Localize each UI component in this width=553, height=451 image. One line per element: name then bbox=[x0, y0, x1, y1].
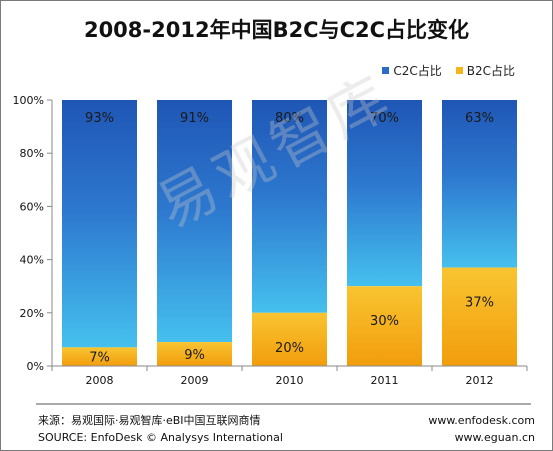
legend-label-b2c: B2C占比 bbox=[466, 64, 515, 78]
y-tick-label-0: 0% bbox=[27, 360, 44, 373]
footer-sites: www.enfodesk.com www.eguan.cn bbox=[428, 412, 535, 446]
legend-label-c2c: C2C占比 bbox=[393, 64, 442, 78]
bar-c2c-2009 bbox=[157, 100, 232, 343]
x-tick-label-2011: 2011 bbox=[371, 374, 399, 387]
bar-b2c-2010 bbox=[252, 312, 327, 366]
footer-site-enfodesk[interactable]: www.enfodesk.com bbox=[428, 414, 535, 427]
x-tick-label-2009: 2009 bbox=[181, 374, 209, 387]
bar-b2c-2011 bbox=[347, 286, 422, 366]
y-tick-label-2: 40% bbox=[20, 254, 44, 267]
chart-legend: C2C占比 B2C占比 bbox=[382, 62, 515, 79]
bar-b2c-2008 bbox=[62, 347, 137, 366]
legend-swatch-c2c bbox=[382, 67, 390, 74]
bars-layer: 93% 7% 91% 9% 80% 20% 70% 30% 63% 37% bbox=[62, 100, 517, 366]
bar-c2c-2010 bbox=[252, 100, 327, 313]
footer-source: 来源：易观国际·易观智库·eBI中国互联网商情 SOURCE: EnfoDesk… bbox=[38, 412, 283, 446]
legend-item-c2c: C2C占比 bbox=[382, 62, 442, 79]
x-tick-label-2008: 2008 bbox=[86, 374, 114, 387]
data-label-b2c-2010: 20% bbox=[275, 341, 304, 356]
x-tick-label-2012: 2012 bbox=[466, 374, 494, 387]
legend-swatch-b2c bbox=[455, 67, 463, 74]
x-tick-label-2010: 2010 bbox=[276, 374, 304, 387]
data-label-c2c-2010: 80% bbox=[275, 111, 304, 126]
chart-title: 2008-2012年中国B2C与C2C占比变化 bbox=[83, 18, 470, 42]
axes-layer: 2008 2009 2010 2011 2012 0% 20% 40% 60% 80% 100% bbox=[13, 94, 531, 405]
data-label-c2c-2009: 91% bbox=[180, 111, 209, 126]
data-label-b2c-2011: 30% bbox=[370, 314, 399, 329]
bar-c2c-2012 bbox=[442, 100, 517, 268]
legend-item-b2c: B2C占比 bbox=[455, 62, 515, 79]
data-label-b2c-2009: 9% bbox=[184, 348, 205, 363]
data-label-c2c-2011: 70% bbox=[370, 111, 399, 126]
footer-source-en: SOURCE: EnfoDesk © Analysys Internationa… bbox=[38, 431, 283, 444]
y-tick-label-5: 100% bbox=[13, 94, 44, 107]
bar-c2c-2011 bbox=[347, 100, 422, 287]
bar-b2c-2009 bbox=[157, 342, 232, 366]
bar-b2c-2012 bbox=[442, 267, 517, 366]
data-label-c2c-2012: 63% bbox=[465, 111, 494, 126]
y-tick-label-1: 20% bbox=[20, 307, 44, 320]
data-label-b2c-2008: 7% bbox=[89, 351, 110, 366]
y-tick-label-4: 80% bbox=[20, 147, 44, 160]
footer-site-eguan[interactable]: www.eguan.cn bbox=[454, 431, 535, 444]
footer-source-cn: 来源：易观国际·易观智库·eBI中国互联网商情 bbox=[38, 414, 261, 427]
y-tick-label-3: 60% bbox=[20, 200, 44, 213]
bar-c2c-2008 bbox=[62, 100, 137, 348]
data-label-b2c-2012: 37% bbox=[465, 296, 494, 311]
data-label-c2c-2008: 93% bbox=[85, 111, 114, 126]
